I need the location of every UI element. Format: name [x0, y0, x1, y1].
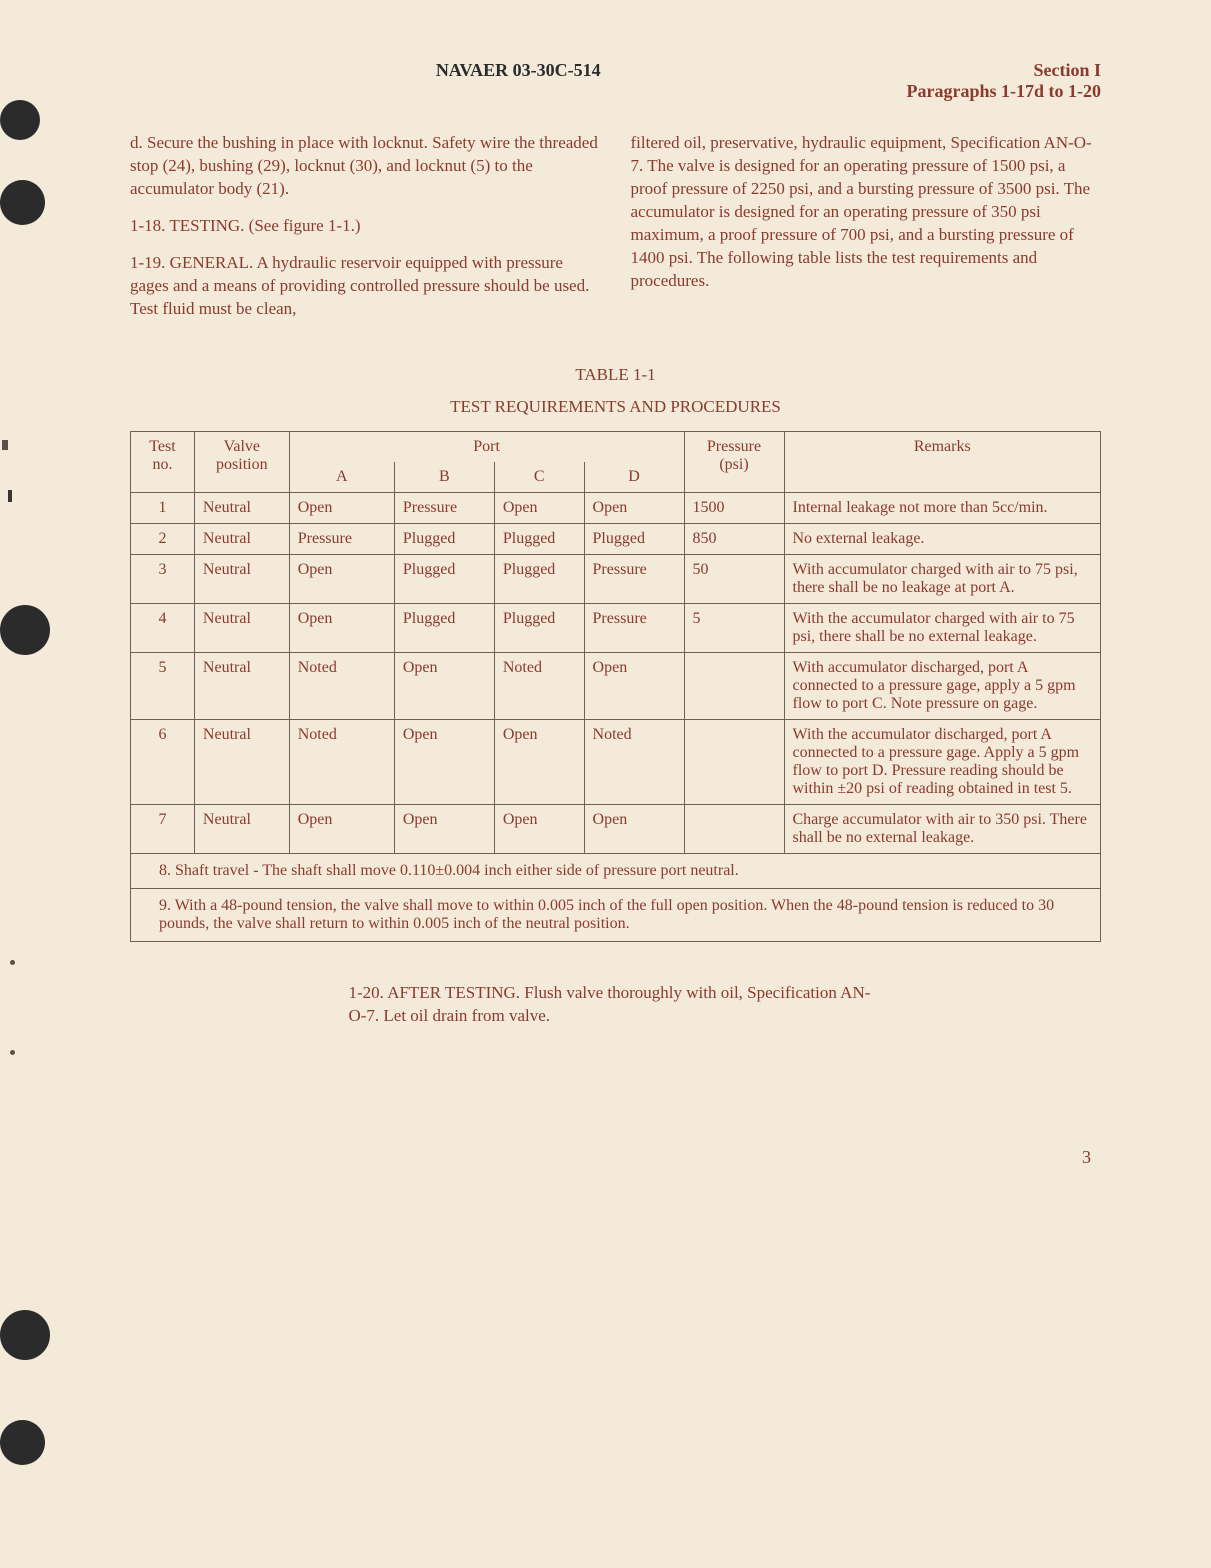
- table-cell: 5: [131, 652, 195, 719]
- table-row: 3NeutralOpenPluggedPluggedPressure50With…: [131, 554, 1101, 603]
- doc-id: NAVAER 03-30C-514: [436, 60, 601, 102]
- punch-hole: [0, 1310, 50, 1360]
- para-1-18: 1-18. TESTING. (See figure 1-1.): [130, 215, 601, 238]
- table-cell: Noted: [584, 719, 684, 804]
- table-cell: Plugged: [494, 603, 584, 652]
- table-cell: Open: [394, 719, 494, 804]
- table-cell: Neutral: [194, 719, 289, 804]
- table-cell: Open: [584, 804, 684, 853]
- table-cell: [684, 652, 784, 719]
- table-cell: Noted: [494, 652, 584, 719]
- punch-hole: [0, 100, 40, 140]
- table-cell: Plugged: [494, 523, 584, 554]
- table-cell: 7: [131, 804, 195, 853]
- table-cell: Neutral: [194, 523, 289, 554]
- table-cell: Neutral: [194, 652, 289, 719]
- left-column: d. Secure the bushing in place with lock…: [130, 132, 601, 335]
- table-cell: Plugged: [394, 603, 494, 652]
- table-row: 6NeutralNotedOpenOpenNotedWith the accum…: [131, 719, 1101, 804]
- table-cell: Open: [494, 804, 584, 853]
- note-9: 9. With a 48-pound tension, the valve sh…: [131, 888, 1101, 941]
- table-cell: Open: [289, 804, 394, 853]
- table-cell: With the accumulator charged with air to…: [784, 603, 1101, 652]
- table-title: TABLE 1-1: [130, 365, 1101, 385]
- table-cell: 3: [131, 554, 195, 603]
- table-row: 7NeutralOpenOpenOpenOpenCharge accumulat…: [131, 804, 1101, 853]
- table-cell: 1500: [684, 492, 784, 523]
- table-cell: 850: [684, 523, 784, 554]
- table-cell: With the accumulator discharged, port A …: [784, 719, 1101, 804]
- table-cell: Pressure: [289, 523, 394, 554]
- punch-hole: [0, 605, 50, 655]
- scan-mark: [10, 960, 15, 965]
- table-cell: [684, 719, 784, 804]
- section-label: Section I: [1033, 60, 1101, 80]
- table-cell: Neutral: [194, 804, 289, 853]
- note-8: 8. Shaft travel - The shaft shall move 0…: [131, 853, 1101, 888]
- col-test-no: Testno.: [149, 438, 175, 473]
- table-cell: 4: [131, 603, 195, 652]
- table-cell: Plugged: [394, 554, 494, 603]
- table-cell: Charge accumulator with air to 350 psi. …: [784, 804, 1101, 853]
- page-number: 3: [130, 1147, 1101, 1168]
- col-valve: Valveposition: [216, 438, 268, 473]
- table-cell: Plugged: [394, 523, 494, 554]
- table-cell: 5: [684, 603, 784, 652]
- table-cell: 2: [131, 523, 195, 554]
- table-cell: Open: [584, 492, 684, 523]
- table-cell: Plugged: [494, 554, 584, 603]
- scan-mark: [2, 440, 8, 450]
- scan-mark: [10, 1050, 15, 1055]
- scan-mark: [8, 490, 12, 502]
- para-1-20: 1-20. AFTER TESTING. Flush valve thoroug…: [348, 982, 882, 1028]
- table-cell: Neutral: [194, 603, 289, 652]
- table-cell: Neutral: [194, 554, 289, 603]
- punch-hole: [0, 180, 45, 225]
- table-cell: Internal leakage not more than 5cc/min.: [784, 492, 1101, 523]
- table-cell: Open: [394, 652, 494, 719]
- table-cell: Open: [289, 554, 394, 603]
- table-cell: Pressure: [394, 492, 494, 523]
- table-cell: Open: [289, 492, 394, 523]
- table-cell: Open: [494, 492, 584, 523]
- table-cell: Pressure: [584, 554, 684, 603]
- punch-hole: [0, 1420, 45, 1465]
- col-port-d: D: [584, 462, 684, 493]
- col-port-a: A: [289, 462, 394, 493]
- table-cell: 50: [684, 554, 784, 603]
- col-port-b: B: [394, 462, 494, 493]
- table-cell: Plugged: [584, 523, 684, 554]
- table-row: 2NeutralPressurePluggedPluggedPlugged850…: [131, 523, 1101, 554]
- right-column: filtered oil, preservative, hydraulic eq…: [631, 132, 1102, 335]
- table-cell: With accumulator discharged, port A conn…: [784, 652, 1101, 719]
- table-row: 5NeutralNotedOpenNotedOpenWith accumulat…: [131, 652, 1101, 719]
- table-subtitle: TEST REQUIREMENTS AND PROCEDURES: [130, 397, 1101, 417]
- test-table: Testno. Valveposition Port Pressure(psi)…: [130, 431, 1101, 942]
- table-cell: Neutral: [194, 492, 289, 523]
- col-remarks: Remarks: [784, 431, 1101, 492]
- para-1-19: 1-19. GENERAL. A hydraulic reservoir equ…: [130, 252, 601, 321]
- table-cell: Noted: [289, 652, 394, 719]
- table-cell: 6: [131, 719, 195, 804]
- table-cell: Noted: [289, 719, 394, 804]
- table-row: 4NeutralOpenPluggedPluggedPressure5With …: [131, 603, 1101, 652]
- table-cell: Open: [494, 719, 584, 804]
- table-cell: [684, 804, 784, 853]
- table-cell: With accumulator charged with air to 75 …: [784, 554, 1101, 603]
- table-cell: Open: [584, 652, 684, 719]
- table-row: 1NeutralOpenPressureOpenOpen1500Internal…: [131, 492, 1101, 523]
- paragraph-range: Paragraphs 1-17d to 1-20: [906, 81, 1101, 102]
- para-1-17d: d. Secure the bushing in place with lock…: [130, 132, 601, 201]
- table-cell: Open: [394, 804, 494, 853]
- para-1-19-cont: filtered oil, preservative, hydraulic eq…: [631, 132, 1102, 293]
- table-cell: Open: [289, 603, 394, 652]
- table-cell: 1: [131, 492, 195, 523]
- page-header: NAVAER 03-30C-514 Section I Paragraphs 1…: [130, 60, 1101, 102]
- col-port: Port: [289, 431, 684, 462]
- col-pressure: Pressure(psi): [707, 438, 761, 473]
- col-port-c: C: [494, 462, 584, 493]
- table-cell: Pressure: [584, 603, 684, 652]
- table-cell: No external leakage.: [784, 523, 1101, 554]
